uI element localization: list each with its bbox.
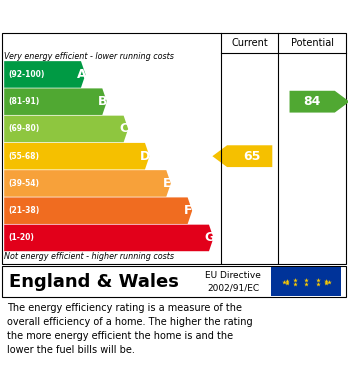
Polygon shape [4, 88, 107, 115]
Bar [271, 267, 341, 296]
Text: G: G [204, 231, 214, 244]
Polygon shape [212, 145, 272, 167]
Text: A: A [77, 68, 86, 81]
Text: (21-38): (21-38) [8, 206, 40, 215]
Polygon shape [4, 170, 171, 197]
Text: (81-91): (81-91) [8, 97, 40, 106]
Text: C: C [120, 122, 129, 135]
Text: (39-54): (39-54) [8, 179, 39, 188]
Polygon shape [290, 91, 348, 113]
Text: 84: 84 [303, 95, 321, 108]
Text: E: E [163, 177, 172, 190]
Text: B: B [98, 95, 108, 108]
Polygon shape [4, 197, 192, 224]
Text: Potential: Potential [291, 38, 334, 48]
Text: Energy Efficiency Rating: Energy Efficiency Rating [10, 9, 232, 23]
Text: Not energy efficient - higher running costs: Not energy efficient - higher running co… [4, 252, 174, 261]
Text: (69-80): (69-80) [8, 124, 40, 133]
Text: England & Wales: England & Wales [9, 273, 179, 291]
Text: D: D [140, 150, 150, 163]
Text: The energy efficiency rating is a measure of the
overall efficiency of a home. T: The energy efficiency rating is a measur… [7, 303, 253, 355]
Text: 65: 65 [243, 150, 261, 163]
Text: Current: Current [231, 38, 268, 48]
Text: EU Directive
2002/91/EC: EU Directive 2002/91/EC [205, 271, 261, 292]
Polygon shape [4, 61, 86, 88]
Text: Very energy efficient - lower running costs: Very energy efficient - lower running co… [4, 52, 174, 61]
Text: (55-68): (55-68) [8, 152, 39, 161]
Text: F: F [184, 204, 193, 217]
Polygon shape [4, 116, 128, 142]
Text: (1-20): (1-20) [8, 233, 34, 242]
Polygon shape [4, 143, 150, 169]
Text: (92-100): (92-100) [8, 70, 45, 79]
Polygon shape [4, 225, 213, 251]
